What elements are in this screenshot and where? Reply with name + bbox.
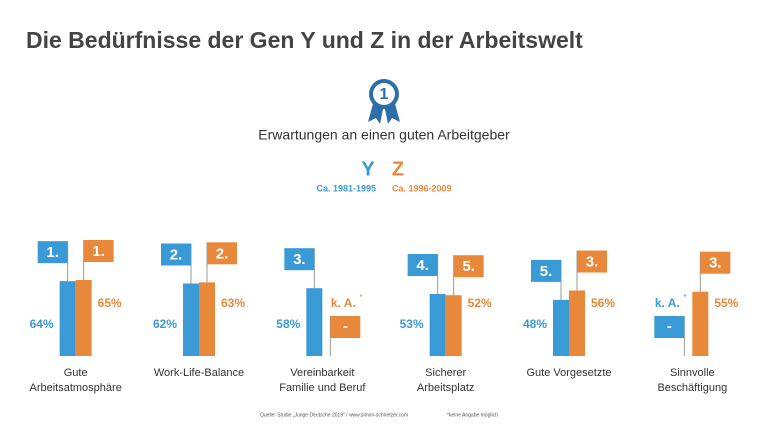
rank-flag: [284, 248, 315, 271]
bar: [429, 294, 446, 356]
rank-label: 1.: [46, 244, 59, 261]
rank-flag: [654, 316, 685, 338]
rank-label: -: [667, 318, 672, 335]
rank-flag: [407, 254, 438, 277]
ribbon-icon: 1: [368, 79, 400, 124]
rank-flag: [700, 251, 731, 274]
rank-flag: [207, 242, 237, 265]
rank-label: 2.: [170, 246, 183, 263]
value-label: 55%: [714, 296, 738, 310]
bar: [445, 295, 462, 356]
rank-label: 3.: [586, 253, 599, 270]
rank-label: 3.: [293, 251, 306, 268]
rank-flag: [37, 241, 68, 264]
bar: [692, 291, 709, 356]
value-label: 53%: [400, 317, 424, 331]
rank-label: 5.: [462, 258, 475, 275]
value-label: 64%: [30, 317, 54, 331]
bar: [183, 283, 199, 356]
rank-flag: [161, 243, 191, 266]
value-label: 58%: [276, 317, 300, 331]
rank-flag: [83, 240, 114, 262]
bar: [553, 299, 569, 356]
x-tick-label: Gute Vorgesetzte: [526, 367, 612, 379]
value-label: 63%: [221, 296, 245, 310]
bar: [569, 290, 585, 356]
subtitle: Erwartungen an einen guten Arbeitgeber: [258, 127, 510, 143]
value-label: k. A.: [655, 296, 680, 310]
x-tick-label: Gute Arbeitsatmosphäre: [29, 367, 122, 394]
source: Quelle: Studie „Junge Deutsche 2019“ / w…: [260, 412, 408, 418]
value-label: 52%: [468, 296, 492, 310]
rank-flag: [531, 259, 561, 282]
value-label: k. A.: [331, 296, 356, 310]
value-label: 48%: [523, 317, 547, 331]
icon-label: 1: [380, 86, 389, 103]
value-label: 62%: [153, 317, 177, 331]
bar: [75, 280, 92, 356]
footnote-marker: *: [359, 293, 362, 302]
rank-label: 2.: [216, 245, 229, 262]
x-tick-label: Vereinbarkeit Familie und Beruf: [279, 367, 366, 394]
chart-title: Die Bedürfnisse der Gen Y und Z in der A…: [26, 27, 583, 53]
bar: [59, 281, 76, 356]
legend-period: Ca. 1996-2009: [392, 183, 452, 193]
value-label: 65%: [98, 296, 122, 310]
x-tick-label: Sicherer Arbeitsplatz: [416, 367, 475, 394]
rank-label: 1.: [92, 243, 105, 260]
footnote-marker: *: [683, 293, 686, 302]
rank-flag: [453, 255, 484, 278]
bar: [199, 282, 215, 356]
x-tick-label: Sinnvolle Beschäftigung: [657, 367, 728, 394]
rank-flag: [330, 316, 361, 338]
legend-period: Ca. 1981-1995: [316, 183, 376, 193]
legend-name: Y: [361, 158, 375, 180]
rank-flag: [577, 250, 607, 273]
legend-name: Z: [392, 158, 404, 180]
bar: [306, 288, 323, 356]
rank-label: -: [343, 318, 348, 335]
rank-label: 3.: [709, 255, 722, 272]
rank-label: 4.: [416, 257, 429, 274]
value-label: 56%: [591, 296, 615, 310]
footnote: *keine Angabe möglich: [447, 412, 498, 418]
x-tick-label: Work-Life-Balance: [153, 367, 245, 379]
rank-label: 5.: [540, 263, 553, 280]
